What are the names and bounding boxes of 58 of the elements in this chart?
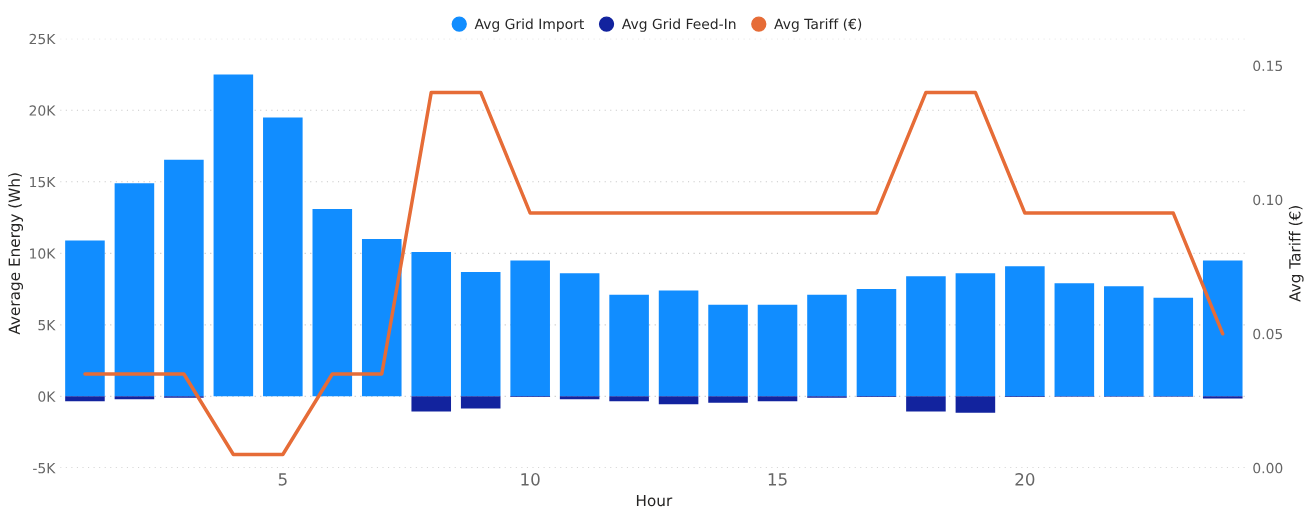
y-tick-label: 20K	[29, 105, 56, 116]
bar	[411, 251, 452, 397]
bar	[757, 396, 798, 402]
bar	[757, 304, 798, 397]
bar	[559, 273, 600, 397]
bar	[1202, 260, 1243, 397]
bar	[1153, 297, 1194, 397]
bar	[460, 271, 501, 397]
y2-tick-label: 0.15	[1253, 60, 1283, 72]
x-tick-label: 5	[278, 473, 287, 486]
bar	[312, 208, 353, 397]
bar	[609, 294, 649, 397]
x-axis-title: Hour	[636, 494, 673, 507]
bar	[609, 396, 649, 402]
bar	[361, 239, 402, 397]
bar	[460, 396, 501, 409]
bar	[906, 396, 946, 412]
x-tick-label: 20	[1015, 473, 1035, 486]
bar	[164, 159, 204, 397]
bar	[65, 240, 105, 397]
bar	[114, 396, 155, 400]
y-tick-label: 15K	[30, 176, 56, 188]
bar	[856, 289, 897, 397]
x-tick-label: 10	[521, 473, 540, 486]
y-tick-label: 0K	[38, 391, 56, 402]
bar	[114, 183, 155, 397]
y-axis-title: Average Energy (Wh)	[8, 173, 24, 335]
bar	[955, 396, 996, 413]
y-tick-label: 5K	[38, 320, 56, 331]
y2-tick-label: 0.00	[1253, 462, 1283, 474]
bar	[559, 396, 600, 400]
legend-label: Avg Grid Import	[474, 18, 584, 32]
bar	[708, 396, 748, 403]
bar	[411, 396, 452, 412]
y2-tick-label: 0.05	[1253, 328, 1283, 340]
bar	[708, 304, 748, 397]
legend-label: Avg Tariff (€)	[774, 18, 862, 32]
bar	[1202, 396, 1243, 399]
y-tick-label: -5K	[33, 463, 56, 474]
bar	[658, 290, 699, 397]
y-tick-label: 10K	[30, 248, 56, 259]
bar	[263, 117, 303, 397]
bar	[213, 74, 254, 397]
y2-axis-title: Avg Tariff (€)	[1288, 206, 1304, 302]
y2-tick-label: 0.10	[1253, 194, 1283, 206]
line-series	[83, 90, 1225, 457]
bar	[1054, 283, 1095, 397]
x-tick-label: 15	[768, 473, 787, 486]
y-tick-label: 25K	[29, 33, 56, 45]
bar	[658, 396, 699, 405]
legend-label: Avg Grid Feed-In	[621, 18, 736, 32]
bar	[807, 294, 847, 397]
bar	[955, 273, 996, 397]
bar	[1005, 266, 1045, 397]
bar	[906, 276, 946, 397]
bar	[1104, 286, 1144, 397]
bar	[65, 396, 105, 402]
bar	[510, 260, 550, 397]
